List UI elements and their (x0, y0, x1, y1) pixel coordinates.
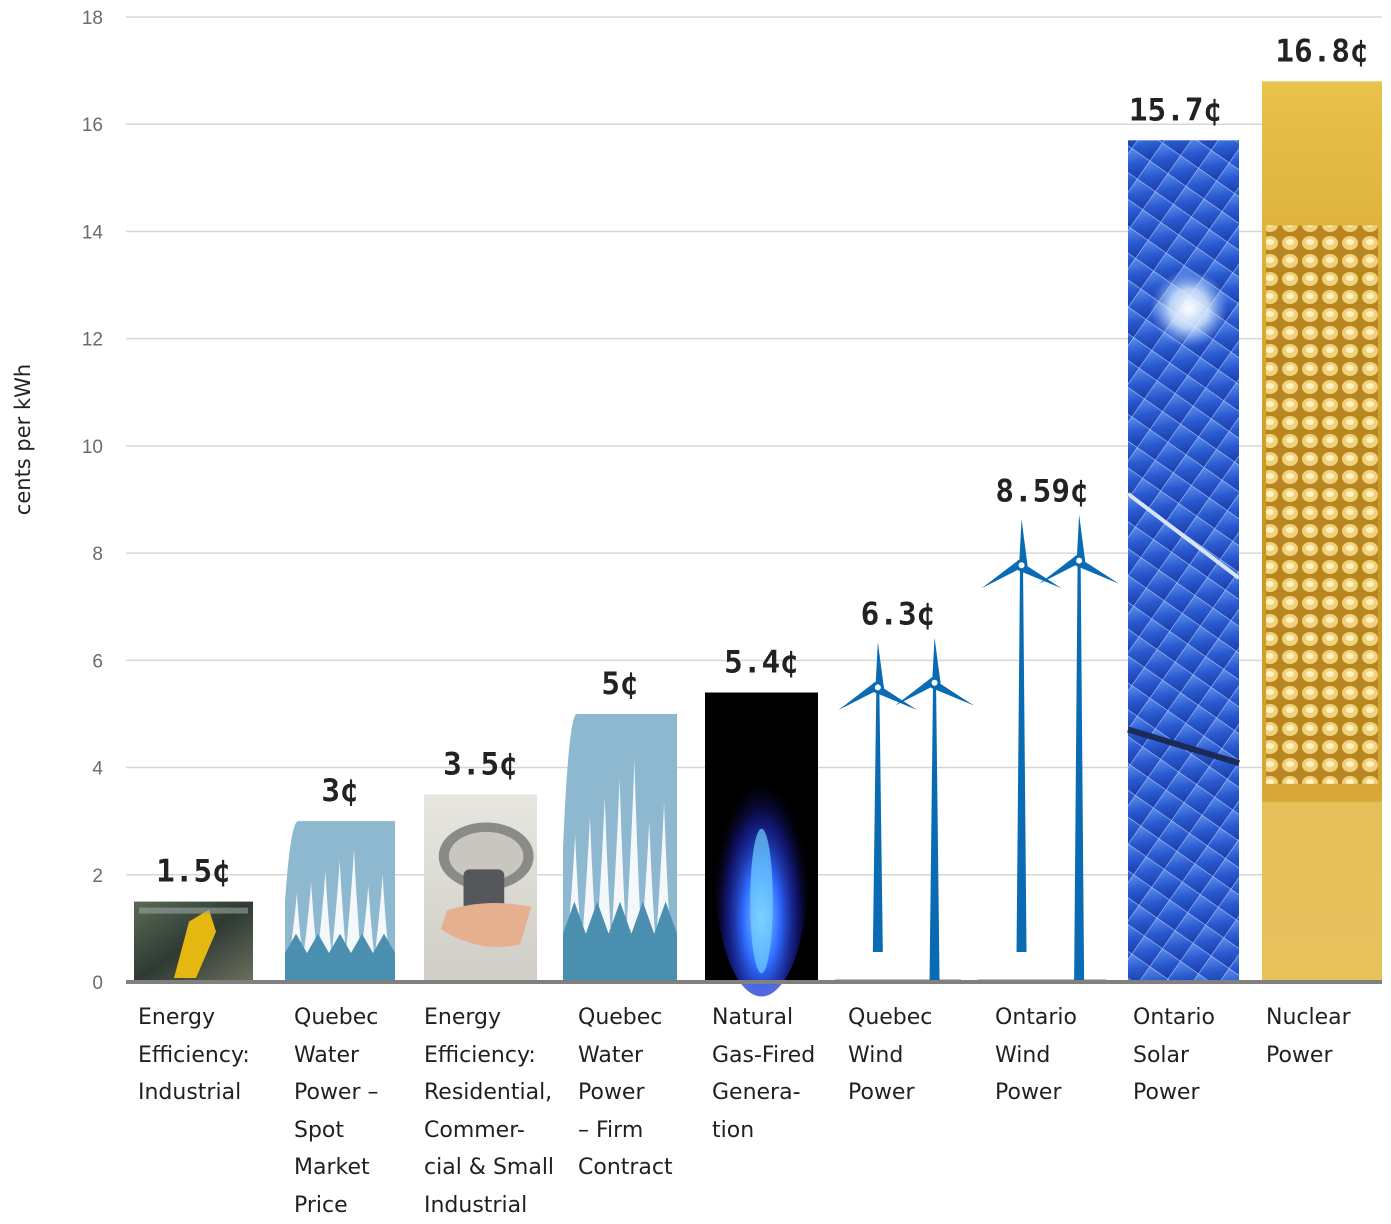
bar-solar (1128, 140, 1239, 982)
category-label-line: Market (294, 1149, 379, 1187)
category-label-line: Power (578, 1074, 673, 1112)
category-label-line: Nuclear (1266, 999, 1351, 1037)
category-label-line: – Firm (578, 1112, 673, 1150)
category-label-line: Spot (294, 1112, 379, 1150)
category-label-line: Ontario (995, 999, 1077, 1037)
bar-water (285, 821, 395, 982)
bar-water (563, 714, 677, 982)
y-tick-label: 6 (92, 651, 103, 672)
category-label-line: Gas-Fired (712, 1037, 815, 1075)
category-label-line: Wind (848, 1037, 932, 1075)
category-label-line: Power – (294, 1074, 379, 1112)
category-label-line: Quebec (848, 999, 932, 1037)
category-label-line: Power (1133, 1074, 1215, 1112)
y-axis-ticks: 0 2 4 6 8 10 12 14 16 18 (82, 8, 104, 994)
bar-bulb (424, 794, 537, 982)
category-label-line: Energy (138, 999, 250, 1037)
value-label: 1.5¢ (156, 854, 231, 890)
category-label-line: Efficiency: (138, 1037, 250, 1075)
bar-wind (835, 637, 974, 980)
category-label-line: Natural (712, 999, 815, 1037)
y-tick-label: 16 (82, 115, 103, 136)
category-label-line: Commer- (424, 1112, 554, 1150)
category-label-line: Ontario (1133, 999, 1215, 1037)
y-tick-label: 8 (92, 544, 103, 565)
bar-wind (978, 515, 1119, 980)
y-tick-label: 12 (82, 330, 103, 351)
category-label-line: Solar (1133, 1037, 1215, 1075)
category-label-line: Genera- (712, 1074, 815, 1112)
y-tick-label: 4 (92, 759, 103, 780)
category-label-line: tion (712, 1112, 815, 1150)
category-label-line: Quebec (578, 999, 673, 1037)
value-label: 16.8¢ (1275, 33, 1368, 69)
y-tick-label: 18 (82, 8, 103, 29)
category-label-line: Energy (424, 999, 554, 1037)
y-tick-label: 10 (82, 437, 103, 458)
category-label-line: Price (294, 1187, 379, 1224)
y-tick-label: 14 (82, 222, 104, 243)
value-label: 3¢ (321, 773, 358, 809)
value-label: 6.3¢ (861, 596, 936, 632)
category-label-line: Quebec (294, 999, 379, 1037)
category-label-line: Water (294, 1037, 379, 1075)
y-tick-label: 2 (92, 866, 103, 887)
y-axis-label: cents per kWh (11, 364, 35, 515)
category-label-line: Residential, (424, 1074, 554, 1112)
category-label-line: Wind (995, 1037, 1077, 1075)
y-tick-label: 0 (92, 973, 103, 994)
bar-flame (705, 693, 818, 997)
category-label-line: Water (578, 1037, 673, 1075)
category-label-line: Efficiency: (424, 1037, 554, 1075)
category-label-line: Power (848, 1074, 932, 1112)
value-label: 8.59¢ (995, 473, 1088, 509)
category-label-line: Power (1266, 1037, 1351, 1075)
value-label: 3.5¢ (443, 746, 518, 782)
value-label: 15.7¢ (1129, 92, 1222, 128)
category-label-line: Industrial (424, 1187, 554, 1224)
category-label-line: Industrial (138, 1074, 250, 1112)
category-label-line: Contract (578, 1149, 673, 1187)
value-label: 5.4¢ (724, 645, 799, 681)
value-label: 5¢ (601, 666, 638, 702)
category-label-line: Power (995, 1074, 1077, 1112)
bar-nuclear (1262, 81, 1382, 982)
bars (134, 81, 1382, 996)
bar-industrial (134, 902, 253, 982)
category-label-line: cial & Small (424, 1149, 554, 1187)
